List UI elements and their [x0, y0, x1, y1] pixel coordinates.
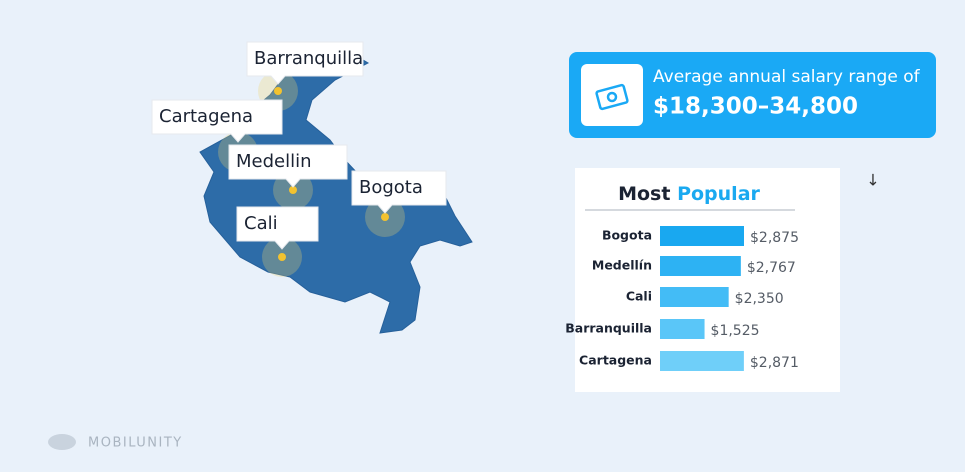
value-label: $2,767 [747, 260, 796, 276]
city-callout [246, 41, 364, 85]
scroll-arrow[interactable]: ↓ [866, 171, 879, 190]
category-label: Medellín [592, 258, 652, 273]
brand-logo [48, 434, 76, 450]
salary-range: $18,300–34,800 [653, 94, 858, 120]
city-label: Cartagena [159, 106, 253, 127]
city-callout [228, 144, 348, 188]
salary-card [569, 52, 936, 138]
bar-chart: Bogota $2,875 Medellín $2,767 Cali $2,350 Barr… [565, 226, 799, 371]
city-label: Cali [244, 213, 278, 234]
value-label: $2,875 [750, 230, 799, 246]
city-label: Bogota [359, 177, 423, 198]
chart-title: Most Popular [618, 183, 760, 205]
category-label: Bogota [602, 228, 652, 243]
bar [660, 319, 705, 339]
bar [660, 226, 744, 246]
city-dot [278, 253, 286, 261]
city-label: Medellin [236, 151, 312, 172]
category-label: Cartagena [579, 353, 652, 368]
bar [660, 351, 744, 371]
category-label: Barranquilla [565, 321, 652, 336]
brand-name: MOBILUNITY [88, 436, 183, 451]
city-dot [274, 87, 282, 95]
title-part: Popular [677, 183, 760, 205]
title-part: Most [618, 183, 670, 205]
city-callout [351, 170, 447, 214]
money-icon-bg [581, 64, 643, 126]
bar [660, 287, 729, 307]
value-label: $1,525 [711, 323, 760, 339]
value-label: $2,350 [735, 291, 784, 307]
city-label: Barranquilla [254, 48, 363, 69]
bar [660, 256, 741, 276]
city-dot [381, 213, 389, 221]
city-dot [289, 186, 297, 194]
city-markers: Barranquilla Cartagena Medellin Bogota Cali [151, 41, 447, 277]
category-label: Cali [626, 289, 652, 304]
money-icon [595, 83, 629, 111]
city-callout [151, 99, 283, 143]
salary-caption: Average annual salary range of [653, 67, 921, 87]
value-label: $2,871 [750, 355, 799, 371]
city-callout [236, 206, 319, 250]
